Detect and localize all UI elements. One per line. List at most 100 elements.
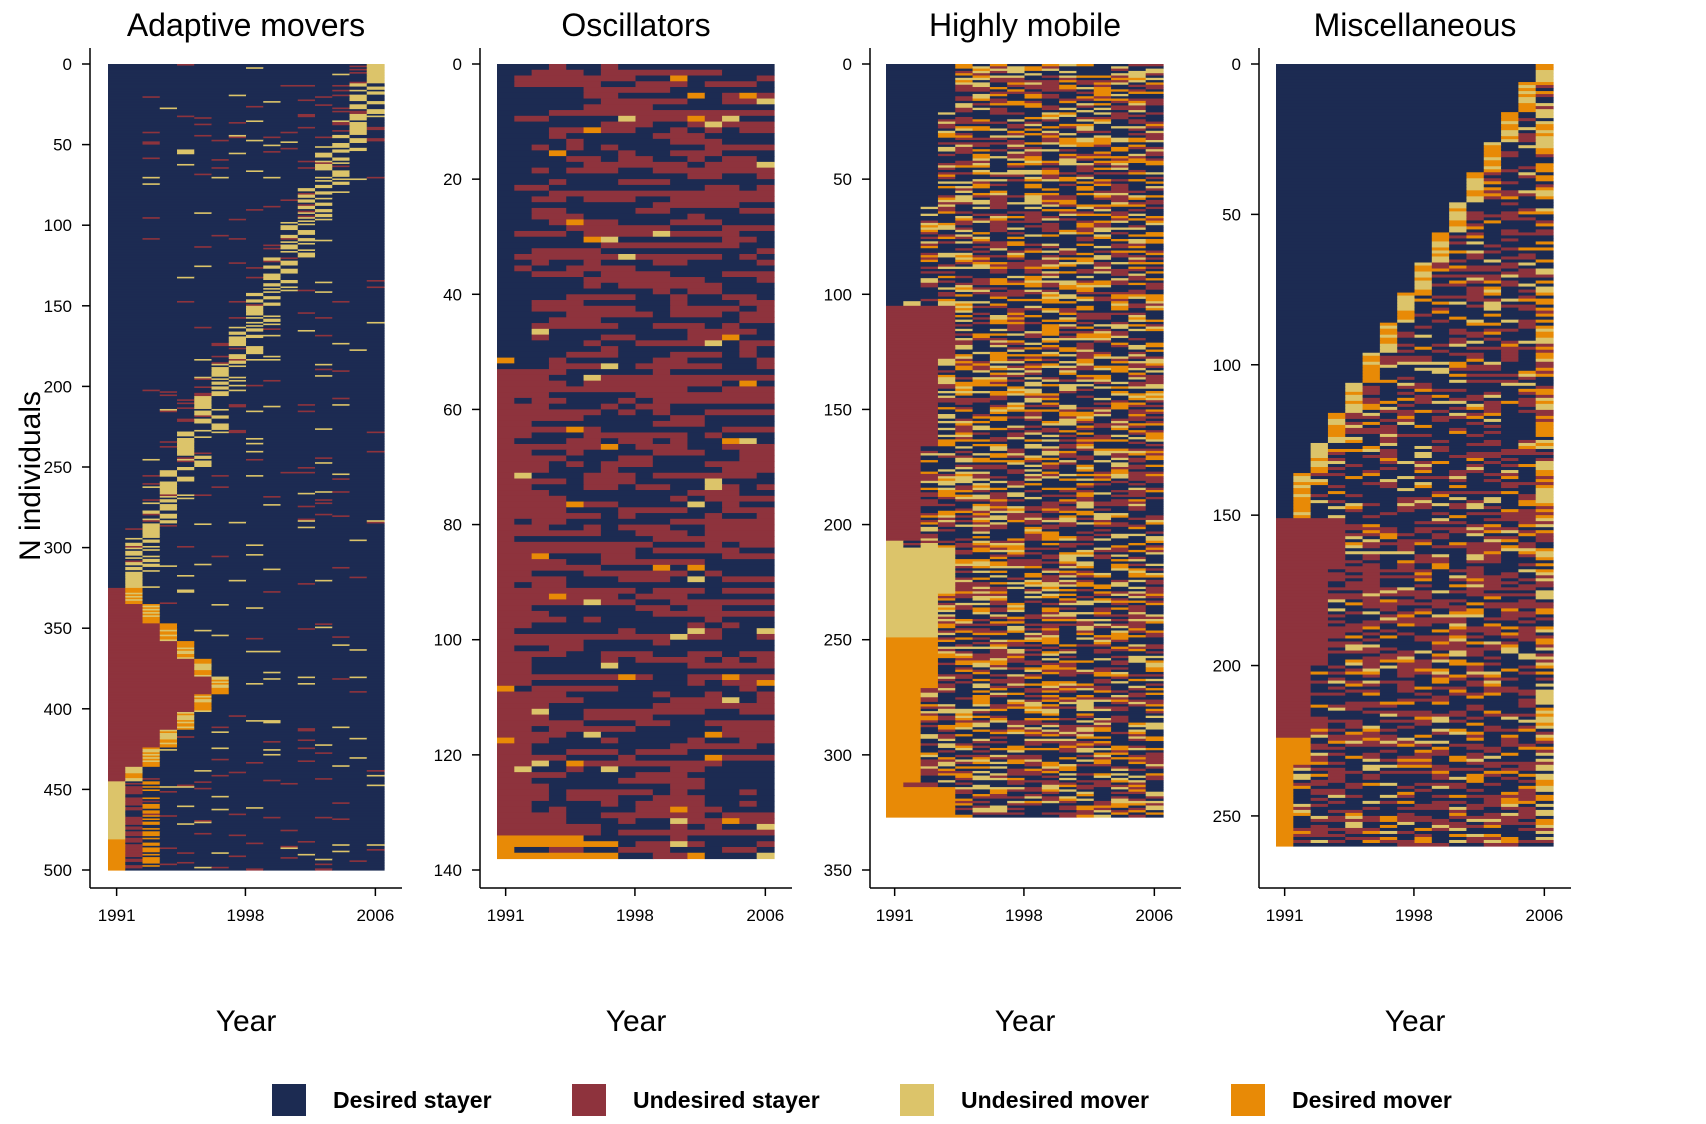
state-cell-undesired-stayer [497, 404, 550, 410]
sequence-row [497, 663, 775, 669]
sequence-row [497, 242, 775, 248]
state-cell-desired-stayer [705, 795, 775, 801]
state-cell-desired-stayer [670, 289, 688, 295]
state-cell-desired-stayer [705, 565, 775, 571]
state-cell-desired-stayer [532, 749, 567, 755]
state-cell-undesired-stayer [722, 622, 740, 628]
state-cell-desired-stayer [497, 162, 584, 168]
state-cell-desired-stayer [618, 219, 671, 225]
state-cell-undesired-mover [757, 99, 775, 105]
state-cell-desired-stayer [653, 542, 706, 548]
state-cell-undesired-stayer [618, 398, 636, 404]
state-cell-undesired-stayer [497, 818, 567, 824]
state-cell-undesired-stayer [670, 599, 774, 605]
state-cell-desired-stayer [549, 553, 602, 559]
state-cell-undesired-stayer [757, 173, 775, 179]
state-cell-undesired-stayer [584, 283, 602, 289]
state-cell-desired-stayer [584, 847, 619, 853]
state-cell-undesired-stayer [618, 847, 671, 853]
state-cell-undesired-stayer [497, 559, 567, 565]
state-cell-desired-stayer [497, 306, 532, 312]
state-cell-desired-stayer [601, 427, 723, 433]
state-cell-desired-stayer [618, 749, 636, 755]
state-cell-desired-stayer [687, 824, 705, 830]
state-cell-desired-stayer [687, 432, 705, 438]
state-cell-undesired-stayer [653, 323, 706, 329]
state-cell-desired-stayer [532, 473, 585, 479]
sequence-row [497, 749, 775, 755]
y-tick-label: 150 [44, 297, 72, 316]
state-cell-undesired-stayer [497, 703, 550, 709]
state-cell-undesired-mover [705, 340, 723, 346]
state-cell-undesired-stayer [705, 628, 723, 634]
sequence-row [497, 145, 775, 151]
state-cell-desired-stayer [549, 525, 584, 531]
sequence-row [497, 645, 775, 651]
state-cell-undesired-stayer [653, 421, 706, 427]
state-cell-undesired-stayer [549, 807, 567, 813]
state-cell-undesired-mover [584, 732, 602, 738]
state-cell-desired-stayer [722, 617, 775, 623]
state-cell-desired-stayer [549, 703, 653, 709]
sequence-row [497, 352, 775, 358]
sequence-row [497, 260, 775, 266]
state-cell-desired-stayer [687, 99, 722, 105]
state-cell-desired-stayer [514, 536, 653, 542]
state-cell-undesired-stayer [497, 444, 601, 450]
state-cell-desired-stayer [636, 294, 671, 300]
state-cell-undesired-stayer [497, 409, 601, 415]
state-cell-desired-stayer [497, 81, 515, 87]
state-cell-undesired-stayer [601, 404, 619, 410]
state-cell-desired-stayer [601, 565, 654, 571]
state-cell-undesired-stayer [722, 553, 775, 559]
sequence-row [497, 605, 775, 611]
state-cell-undesired-stayer [584, 219, 619, 225]
state-cell-desired-stayer [636, 150, 671, 156]
sequence-row [497, 139, 775, 145]
state-cell-undesired-stayer [722, 323, 740, 329]
state-cell-desired-stayer [618, 841, 636, 847]
state-cell-undesired-stayer [757, 513, 775, 519]
x-axis-title: Year [216, 1005, 277, 1038]
state-cell-desired-stayer [584, 835, 671, 841]
sequence-row [497, 208, 775, 214]
state-cell-undesired-stayer [670, 196, 774, 202]
sequence-row [497, 444, 775, 450]
state-cell-undesired-stayer [636, 392, 775, 398]
state-cell-desired-stayer [497, 133, 550, 139]
state-cell-undesired-stayer [497, 720, 584, 726]
state-cell-desired-stayer [125, 868, 246, 870]
state-cell-undesired-stayer [636, 484, 671, 490]
state-cell-undesired-stayer [636, 594, 689, 600]
state-cell-desired-mover [705, 732, 723, 738]
state-cell-undesired-stayer [739, 674, 774, 680]
sequence-row [497, 185, 775, 191]
state-cell-desired-stayer [584, 139, 671, 145]
state-cell-undesired-stayer [497, 634, 671, 640]
state-cell-undesired-stayer [653, 133, 706, 139]
state-cell-desired-stayer [601, 156, 619, 162]
state-cell-desired-stayer [722, 651, 740, 657]
state-cell-undesired-stayer [497, 375, 550, 381]
state-cell-undesired-stayer [705, 824, 723, 830]
state-cell-undesired-mover [618, 116, 636, 122]
state-cell-desired-mover [687, 565, 705, 571]
state-cell-desired-stayer [618, 795, 653, 801]
sequence-row [497, 830, 775, 836]
state-cell-desired-stayer [497, 294, 567, 300]
state-cell-desired-stayer [497, 225, 567, 231]
state-cell-undesired-stayer [757, 277, 775, 283]
state-cell-undesired-stayer [532, 208, 567, 214]
state-cell-undesired-stayer [532, 398, 567, 404]
state-cell-undesired-stayer [670, 294, 688, 300]
state-cell-desired-stayer [739, 242, 774, 248]
state-cell-undesired-stayer [705, 513, 723, 519]
state-cell-desired-stayer [497, 214, 532, 220]
state-cell-undesired-stayer [670, 312, 723, 318]
state-cell-undesired-stayer [497, 715, 550, 721]
state-cell-desired-stayer [722, 605, 775, 611]
state-cell-undesired-stayer [653, 703, 775, 709]
state-cell-undesired-stayer [532, 260, 550, 266]
state-cell-undesired-stayer [705, 116, 723, 122]
